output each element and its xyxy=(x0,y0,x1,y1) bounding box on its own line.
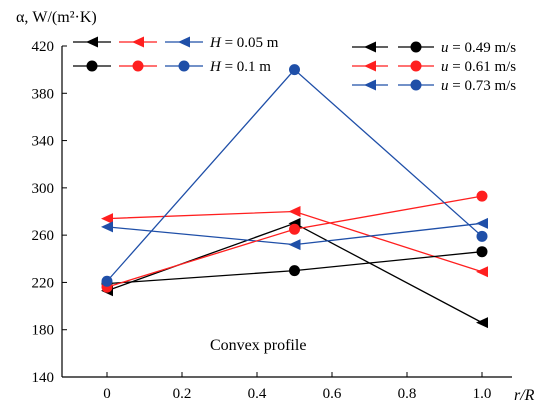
y-axis-label: α, W/(m²·K) xyxy=(16,9,97,26)
data-point xyxy=(101,213,113,225)
data-point xyxy=(476,246,488,258)
data-point xyxy=(101,221,113,233)
legend-height-entry: H = 0.05 m xyxy=(73,35,279,51)
legend-label: H = 0.1 m xyxy=(209,59,271,75)
data-point xyxy=(288,206,301,217)
series-H01-u049 xyxy=(101,246,488,290)
series-H005-u073 xyxy=(101,217,488,251)
legend-label: u = 0.61 m/s xyxy=(441,59,516,75)
x-tick-label: 0 xyxy=(103,386,111,402)
legend-marker xyxy=(132,60,144,72)
legend-marker xyxy=(364,41,376,53)
legend-velocity-entry: u = 0.49 m/s xyxy=(352,40,516,56)
series-line xyxy=(106,68,483,282)
series-line xyxy=(106,210,483,273)
y-tick-label: 420 xyxy=(32,39,55,55)
legend-height-entry: H = 0.1 m xyxy=(73,59,271,75)
series-H01-u073 xyxy=(101,64,488,287)
series-layer xyxy=(101,64,488,329)
annotation-group: Convex profile xyxy=(210,337,306,354)
y-tick-label: 300 xyxy=(32,181,55,197)
data-point xyxy=(476,266,488,278)
legend-marker xyxy=(178,60,190,72)
x-tick-label: 0.4 xyxy=(248,386,267,402)
legend-marker xyxy=(410,41,422,53)
y-tick-label: 380 xyxy=(32,86,55,102)
data-point xyxy=(101,275,113,287)
x-tick-label: 0.2 xyxy=(173,386,192,402)
legend: H = 0.05 m H = 0.1 m u = 0.49 m/s u = 0.61 … xyxy=(73,35,516,94)
legend-label: H = 0.05 m xyxy=(209,35,279,51)
legend-velocity-entry: u = 0.61 m/s xyxy=(352,59,516,75)
data-point xyxy=(289,265,300,277)
legend-marker xyxy=(410,60,422,72)
y-tick-label: 140 xyxy=(32,370,55,386)
data-point xyxy=(288,239,301,251)
x-axis-title: r/R xyxy=(514,387,535,404)
x-axis-label: r/R xyxy=(514,387,535,404)
x-tick-label: 0.8 xyxy=(398,386,417,402)
legend-velocity-entry: u = 0.73 m/s xyxy=(352,78,516,94)
legend-marker xyxy=(364,79,376,91)
legend-label: u = 0.73 m/s xyxy=(441,78,516,94)
legend-label: u = 0.49 m/s xyxy=(441,40,516,56)
data-point xyxy=(476,317,488,329)
annotation-text: Convex profile xyxy=(210,337,306,354)
x-tick-label: 0.6 xyxy=(323,386,342,402)
legend-marker xyxy=(132,36,144,48)
legend-marker xyxy=(410,79,422,91)
data-point xyxy=(289,64,300,76)
axes: 140 180 220 260 300 340 380 420 0 0.2 0.4 0.6 0.8 1.0 xyxy=(32,39,512,402)
legend-marker xyxy=(86,60,98,72)
series-H005-u061 xyxy=(101,206,488,278)
data-point xyxy=(476,230,488,242)
data-point xyxy=(476,190,488,202)
data-point xyxy=(289,223,300,235)
y-tick-label: 340 xyxy=(32,134,55,150)
legend-marker xyxy=(364,60,376,72)
y-tick-label: 180 xyxy=(32,323,55,339)
y-tick-label: 260 xyxy=(32,228,55,244)
legend-marker xyxy=(86,36,98,48)
y-axis-title: α, W/(m²·K) xyxy=(16,9,97,26)
x-tick-label: 1.0 xyxy=(473,386,492,402)
legend-marker xyxy=(178,36,190,48)
data-point xyxy=(476,217,488,229)
y-tick-label: 220 xyxy=(32,275,55,291)
series-H01-u061 xyxy=(101,190,488,293)
